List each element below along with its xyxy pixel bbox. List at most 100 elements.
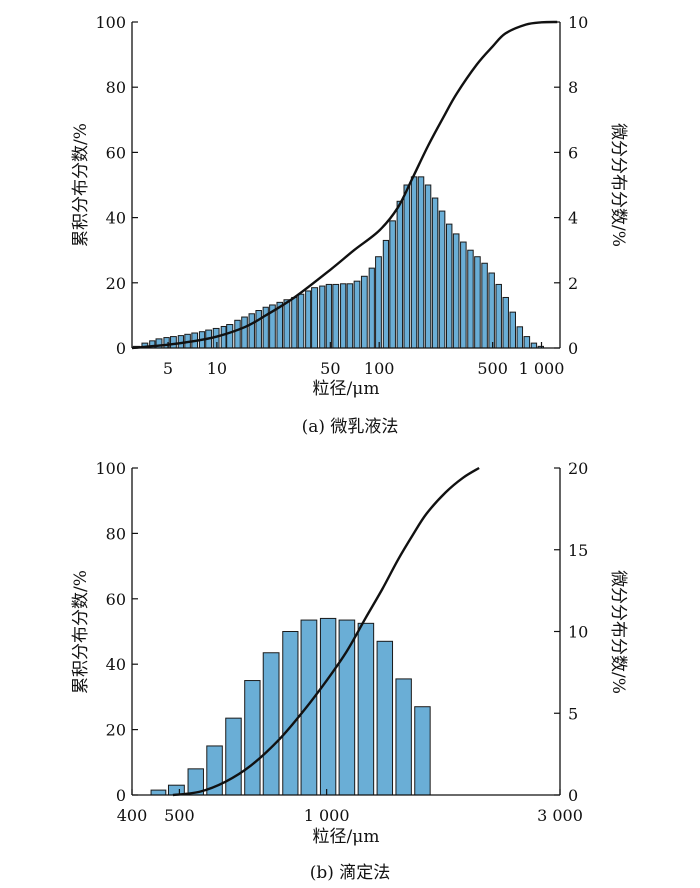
panel-a-left-tick-label: 40 — [106, 209, 126, 228]
panel-a-bar — [445, 223, 453, 349]
panel-a-left-ticks: 0 20 40 60 80 100 — [95, 13, 138, 358]
panel-a-bar — [530, 342, 538, 349]
panel-b-x-label: 粒径/μm — [313, 827, 380, 847]
panel-a-left-tick-label: 0 — [116, 339, 126, 358]
panel-b-left-ticks: 0 20 40 60 80 100 — [95, 459, 138, 805]
panel-b-left-tick-label: 40 — [106, 655, 126, 674]
panel-a-bars — [132, 176, 544, 349]
panel-b-right-tick-label: 0 — [568, 786, 578, 805]
panel-a-right-tick-label: 10 — [568, 13, 588, 32]
panel-a-x-tick-label: 5 — [163, 359, 173, 378]
panel-a-bar — [502, 296, 509, 349]
panel-a-left-y-label: 累积分布分数/% — [71, 123, 91, 247]
panel-b-bar — [319, 617, 337, 796]
panel-a-bar — [234, 319, 241, 349]
panel-b-x-ticks: 400 500 1 000 3 000 — [117, 789, 583, 825]
panel-b-bar — [395, 678, 412, 796]
panel-a-bar — [283, 299, 291, 349]
panel-a-bar — [368, 267, 375, 349]
panel-a-bar — [467, 249, 474, 349]
panel-b-left-tick-label: 100 — [95, 459, 126, 478]
panel-a-bar — [340, 283, 347, 349]
panel-a-bar — [311, 287, 319, 349]
panel-a-bar — [523, 336, 531, 349]
panel-b-bar — [282, 631, 299, 796]
panel-b-bar — [300, 619, 318, 796]
panel-b-right-ticks: 0 5 10 15 20 — [554, 459, 588, 805]
panel-a-bar — [353, 280, 361, 349]
panel-a-x-tick-label: 100 — [364, 359, 395, 378]
panel-b-x-tick-label: 3 000 — [537, 806, 583, 825]
panel-a-x-tick-label: 500 — [477, 359, 508, 378]
panel-a-bar — [403, 184, 411, 349]
panel-a-bar — [481, 262, 488, 349]
panel-a-bar — [375, 256, 382, 349]
panel-b-x-tick-label: 1 000 — [304, 806, 350, 825]
panel-a-bar — [255, 310, 262, 349]
panel-a: 0 20 40 60 80 100 0 2 4 6 8 10 5 10 50 100 500 1 000 粒径… — [71, 13, 628, 437]
panel-a-bar — [438, 210, 446, 349]
panel-a-bar — [474, 256, 481, 349]
panel-a-right-tick-label: 6 — [568, 143, 578, 162]
panel-a-bar — [360, 275, 368, 349]
panel-b-left-tick-label: 60 — [106, 590, 126, 609]
panel-a-left-tick-label: 60 — [106, 143, 126, 162]
panel-b-bars — [150, 617, 431, 796]
panel-a-bar — [410, 176, 418, 349]
panel-a-x-ticks: 5 10 50 100 500 1 000 — [163, 342, 564, 378]
panel-a-x-label: 粒径/μm — [313, 379, 380, 399]
panel-b-right-tick-label: 5 — [568, 704, 578, 723]
panel-a-x-tick-label: 50 — [320, 359, 340, 378]
panel-a-x-tick-label: 10 — [207, 359, 227, 378]
panel-a-bar — [220, 325, 227, 349]
panel-b-right-tick-label: 15 — [568, 541, 588, 560]
panel-a-left-tick-label: 20 — [106, 274, 126, 293]
panel-a-bar — [396, 200, 404, 349]
panel-a-right-tick-label: 0 — [568, 339, 578, 358]
panel-a-right-tick-label: 2 — [568, 274, 578, 293]
panel-a-right-y-label: 微分分布分数/% — [608, 123, 628, 247]
panel-b-left-y-label: 累积分布分数/% — [71, 570, 91, 694]
panel-b-bar — [376, 640, 394, 796]
panel-b-right-y-label: 微分分布分数/% — [608, 570, 628, 694]
panel-a-bar — [417, 176, 425, 349]
panel-b-left-tick-label: 20 — [106, 721, 126, 740]
panel-b-bar — [244, 680, 261, 796]
panel-a-right-tick-label: 4 — [568, 209, 578, 228]
panel-b-x-tick-label: 500 — [164, 806, 195, 825]
panel-a-bar — [297, 293, 305, 349]
panel-a-bar — [389, 220, 396, 349]
panel-a-left-tick-label: 100 — [95, 13, 126, 32]
panel-b-right-tick-label: 10 — [568, 623, 588, 642]
panel-b-caption: (b) 滴定法 — [310, 863, 391, 883]
panel-b-bar — [338, 619, 356, 796]
panel-a-bar — [431, 197, 439, 349]
panel-a-bar — [241, 316, 248, 349]
panel-b-x-tick-label: 400 — [117, 806, 148, 825]
panel-a-bar — [319, 285, 326, 349]
panel-b-bar — [414, 706, 431, 796]
panel-b-right-tick-label: 20 — [568, 459, 588, 478]
panel-a-bar — [346, 283, 354, 349]
panel-a-bar — [424, 184, 432, 349]
panel-a-bar — [509, 311, 516, 349]
panel-a-axes — [131, 22, 561, 349]
panel-a-bar — [226, 324, 234, 349]
panel-b-left-tick-label: 80 — [106, 524, 126, 543]
panel-a-x-tick-label: 1 000 — [519, 359, 565, 378]
panel-a-bar — [488, 272, 495, 349]
panel-a-right-ticks: 0 2 4 6 8 10 — [554, 13, 588, 358]
panel-a-bar — [325, 283, 333, 349]
panel-b-bar — [150, 789, 167, 796]
panel-b-bar — [357, 622, 375, 796]
panel-a-bar — [495, 283, 502, 349]
panel-a-bar — [305, 290, 312, 349]
panel-b-bar — [262, 652, 280, 796]
panel-a-caption: (a) 微乳液法 — [302, 417, 399, 437]
panel-a-bar — [382, 239, 390, 349]
panel-b-cumulative-line — [172, 466, 480, 797]
panel-b-left-tick-label: 0 — [116, 786, 126, 805]
panel-a-bar — [291, 296, 298, 349]
panel-a-left-tick-label: 80 — [106, 78, 126, 97]
